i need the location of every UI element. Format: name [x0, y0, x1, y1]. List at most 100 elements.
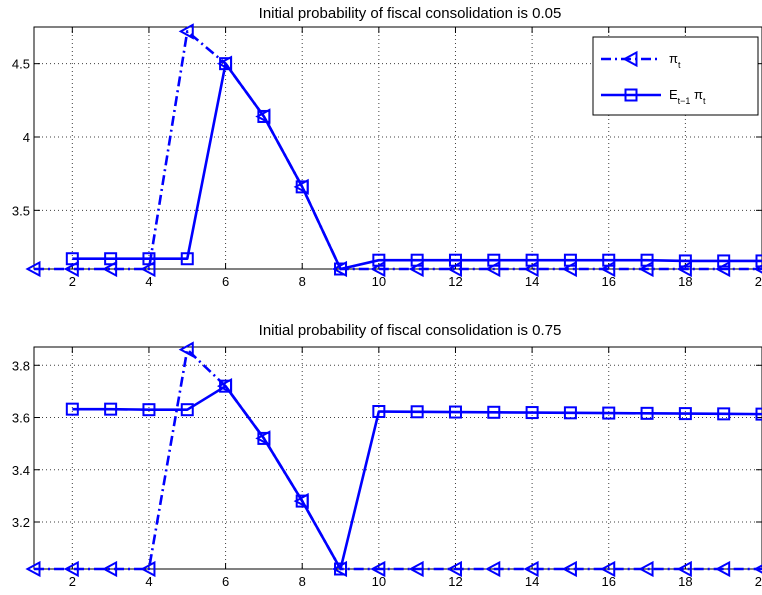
data-point	[678, 254, 692, 268]
grid	[34, 347, 762, 569]
series-pi-t	[25, 341, 762, 578]
data-point	[485, 560, 501, 578]
data-point	[219, 57, 233, 71]
data-point	[219, 379, 233, 393]
data-point	[370, 560, 386, 578]
x-tick-label: 4	[145, 274, 152, 289]
x-tick-label: 10	[372, 574, 386, 589]
plot-area-frame	[33, 346, 762, 570]
x-tick-label: 18	[678, 274, 692, 289]
data-point	[372, 253, 386, 267]
x-tick-label: 8	[299, 274, 306, 289]
data-point	[487, 405, 501, 419]
y-tick-label: 3.2	[12, 515, 30, 530]
chart-title: Initial probability of fiscal consolidat…	[259, 322, 562, 339]
x-tick-label: 2	[69, 274, 76, 289]
data-point	[525, 253, 539, 267]
data-point	[602, 253, 616, 267]
data-point	[717, 254, 731, 268]
x-tick-label: 12	[448, 574, 462, 589]
legend-marker	[622, 50, 638, 68]
series-expected-pi-t	[65, 379, 762, 576]
x-tick-label: 16	[602, 574, 616, 589]
data-point	[65, 402, 79, 416]
legend-label-text: π	[669, 51, 678, 66]
data-point	[140, 560, 156, 578]
legend-label-subscript: t	[703, 96, 706, 106]
x-tick-label: 10	[372, 274, 386, 289]
x-tick-label: 4	[145, 574, 152, 589]
data-point	[755, 407, 762, 421]
x-tick-label: 16	[602, 274, 616, 289]
data-point	[523, 560, 539, 578]
chart-panel-1: 2 4 6 8 10 12 14 16 18 20 3.5 4 4.5 Initial probabili…	[12, 5, 762, 289]
data-point	[334, 262, 348, 276]
data-point	[178, 341, 194, 358]
series-line	[72, 62, 762, 271]
data-point	[448, 253, 462, 267]
data-point	[640, 406, 654, 420]
data-point	[102, 560, 118, 578]
data-point	[334, 562, 348, 576]
legend-label-text: E	[669, 87, 678, 102]
y-tick-label: 4.5	[12, 57, 30, 72]
data-point	[180, 403, 194, 417]
data-point	[178, 23, 194, 40]
y-tick-label: 3.5	[12, 203, 30, 218]
data-point	[446, 560, 462, 578]
x-tick-label: 6	[222, 574, 229, 589]
data-point	[448, 405, 462, 419]
data-point	[63, 560, 79, 578]
plot-area-frame	[33, 26, 762, 270]
series-line	[72, 384, 762, 571]
data-point	[142, 403, 156, 417]
y-tick-label: 4	[23, 130, 30, 145]
data-point	[561, 560, 577, 578]
data-point	[676, 560, 692, 578]
x-tick-label: 14	[525, 574, 539, 589]
data-point	[104, 252, 118, 266]
data-point	[715, 560, 731, 578]
y-tick-label: 3.4	[12, 463, 30, 478]
data-point	[257, 431, 271, 445]
data-point	[25, 260, 41, 278]
legend-label: Et−1 πt	[669, 87, 706, 106]
data-point	[102, 260, 118, 278]
legend-label-subscript: t−1	[678, 96, 691, 106]
data-point	[63, 260, 79, 278]
x-tick-label: 20	[755, 574, 762, 589]
legend-box	[592, 36, 759, 116]
y-tick-label: 3.8	[12, 358, 30, 373]
x-tick-label: 14	[525, 274, 539, 289]
data-point	[104, 402, 118, 416]
series-line	[34, 348, 762, 571]
x-tick-label: 18	[678, 574, 692, 589]
data-point	[525, 406, 539, 420]
data-point	[180, 252, 194, 266]
legend-marker	[624, 88, 638, 102]
x-tick-label: 6	[222, 274, 229, 289]
data-point	[295, 494, 309, 508]
data-point	[25, 560, 41, 578]
series-expected-pi-t	[65, 57, 762, 276]
data-point	[678, 407, 692, 421]
chart-panel-2: 2 4 6 8 10 12 14 16 18 20 3.2 3.4 3.6 3.8 Initial prob…	[12, 322, 762, 589]
x-tick-label: 8	[299, 574, 306, 589]
data-point	[638, 560, 654, 578]
data-point	[602, 406, 616, 420]
x-tick-label: 12	[448, 274, 462, 289]
data-point	[410, 405, 424, 419]
data-point	[372, 405, 386, 419]
data-point	[295, 180, 309, 194]
data-point	[140, 260, 156, 278]
data-point	[65, 252, 79, 266]
data-point	[717, 407, 731, 421]
data-point	[640, 253, 654, 267]
data-point	[410, 253, 424, 267]
data-point	[563, 253, 577, 267]
legend-label-text: π	[690, 87, 703, 102]
data-point	[408, 560, 424, 578]
data-point	[257, 109, 271, 123]
